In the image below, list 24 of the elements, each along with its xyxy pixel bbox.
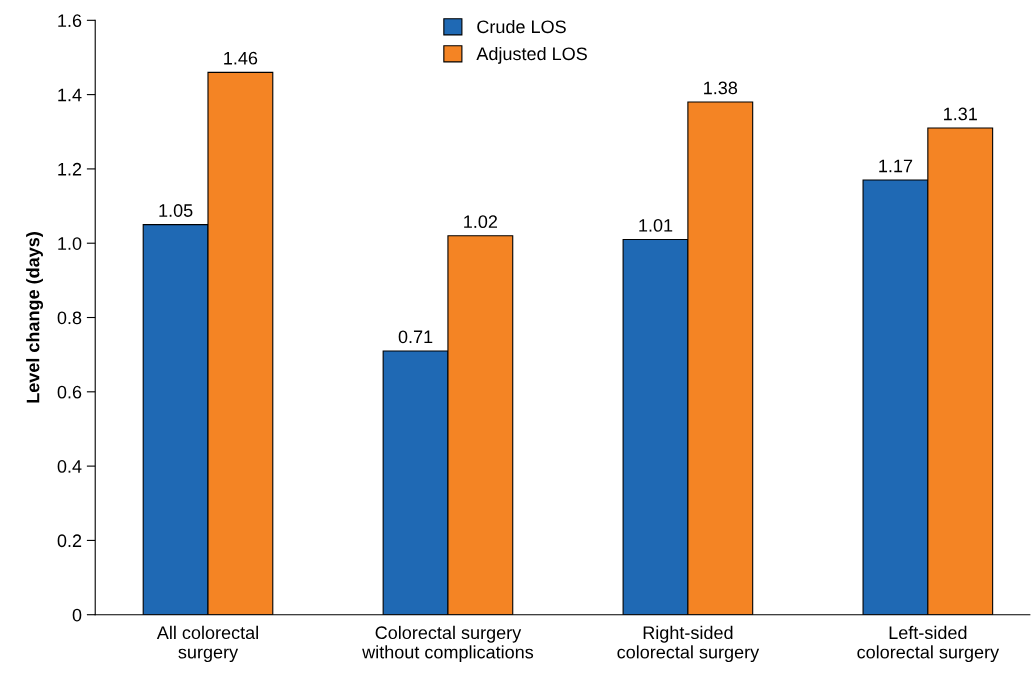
y-tick-label: 0.8 <box>57 311 82 325</box>
data-label: 1.46 <box>224 51 258 65</box>
x-tick-label: Colorectal surgery without complications <box>362 625 534 663</box>
data-label: 1.05 <box>159 204 193 217</box>
y-tick-label: 0.6 <box>57 385 82 399</box>
x-tick-label: Right-sided colorectal surgery <box>617 625 760 663</box>
y-tick-label: 0.4 <box>57 460 82 473</box>
y-tick-label: 1.0 <box>58 237 82 250</box>
legend-label: Crude LOS <box>477 19 566 34</box>
legend-label: Adjusted LOS <box>476 46 587 64</box>
y-tick-label: 1.2 <box>58 162 82 176</box>
x-tick-label: Left-sided colorectal surgery <box>857 625 1000 663</box>
data-label: 1.38 <box>704 81 738 95</box>
data-label: 1.31 <box>944 107 977 121</box>
data-label: 1.01 <box>639 218 673 232</box>
x-tick-label: All colorectal surgery <box>156 625 258 663</box>
data-label: 1.02 <box>464 215 498 229</box>
y-tick-label: 0.2 <box>57 534 82 548</box>
y-axis-title: Level change (days) <box>26 232 44 403</box>
y-tick-label: 1.6 <box>58 14 82 28</box>
y-tick-label: 0 <box>72 608 82 622</box>
data-label: 1.17 <box>879 159 913 173</box>
data-label: 0.71 <box>398 330 433 344</box>
y-tick-label: 1.4 <box>58 88 82 102</box>
